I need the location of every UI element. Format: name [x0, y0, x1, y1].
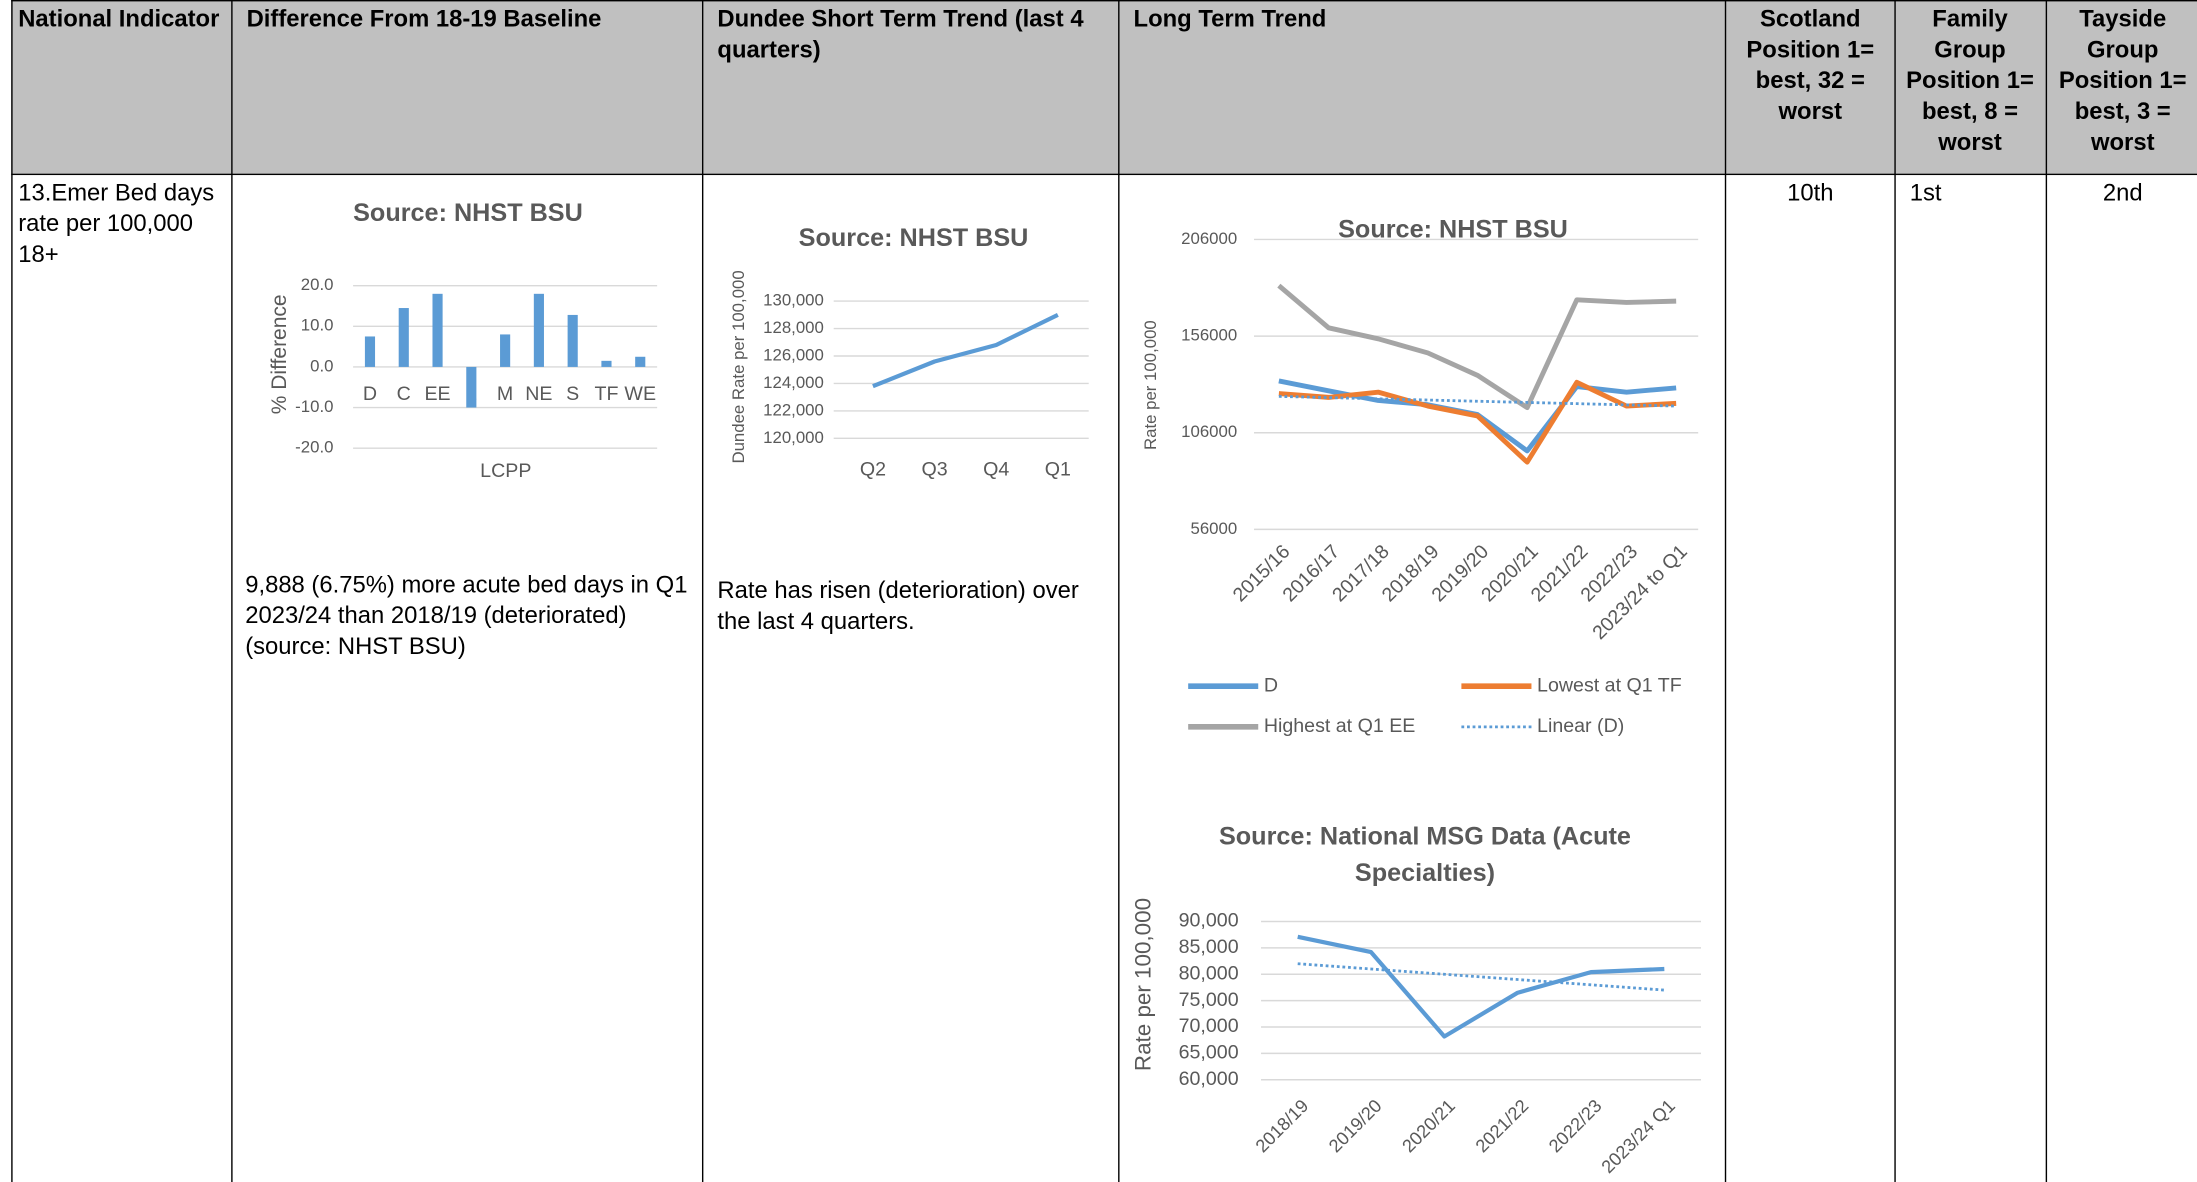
cell: 10th — [1787, 179, 1834, 206]
x-tick-label: Q4 — [983, 459, 1009, 481]
bar — [567, 314, 578, 367]
legend-label: D — [1264, 674, 1278, 696]
x-tick-label: 2018/19 — [1252, 1096, 1313, 1157]
header-cell: Tayside Group Position 1= best, 3 = wors… — [2058, 5, 2187, 156]
border — [1894, 0, 1896, 1182]
bar — [500, 334, 511, 367]
border — [1724, 0, 1727, 1182]
header-cell: Dundee Short Term Trend (last 4 quarters… — [717, 5, 1084, 64]
chart-title: Source: NHST BSU — [799, 224, 1029, 252]
x-tick-label: EE — [424, 383, 450, 405]
bar — [364, 336, 376, 367]
y-tick-label: 126,000 — [763, 345, 824, 364]
x-tick-label: Q1 — [1045, 459, 1071, 481]
x-tick-label: S — [566, 383, 579, 405]
y-tick-label: 206000 — [1181, 229, 1237, 248]
x-tick-label: C — [397, 383, 411, 405]
x-tick-label: M — [497, 383, 513, 405]
y-tick-label: 156000 — [1181, 326, 1237, 345]
x-tick-label: Q2 — [860, 459, 886, 481]
chart-title: Source: NHST BSU — [353, 199, 583, 227]
legend-label: Lowest at Q1 TF — [1537, 674, 1682, 696]
y-tick-label: 120,000 — [763, 428, 824, 447]
x-tick-label: Q3 — [921, 459, 947, 481]
bar — [601, 360, 612, 367]
data-line — [1277, 283, 1677, 411]
legend-label: Highest at Q1 EE — [1264, 715, 1416, 737]
x-tick-label: 2022/23 — [1545, 1096, 1606, 1157]
y-tick-label: 85,000 — [1179, 936, 1239, 958]
border — [11, 173, 2197, 176]
y-tick-label: 0.0 — [310, 356, 333, 375]
cell: 2nd — [2102, 179, 2143, 206]
y-tick-label: 60,000 — [1179, 1068, 1239, 1090]
y-tick-label: -10.0 — [295, 397, 333, 416]
x-tick-label: 2020/21 — [1398, 1096, 1459, 1157]
bar — [635, 356, 646, 367]
border — [11, 0, 2197, 2]
y-tick-label: 10.0 — [301, 316, 334, 335]
y-tick-label: 128,000 — [763, 318, 824, 337]
x-tick-label: TF — [594, 383, 618, 405]
y-tick-label: 65,000 — [1179, 1042, 1239, 1064]
y-tick-label: 56000 — [1190, 519, 1237, 538]
cell: 13.Emer Bed days rate per 100,000 18+ — [18, 179, 215, 268]
y-tick-label: 124,000 — [763, 373, 824, 392]
header-cell: Family Group Position 1= best, 8 = worst — [1906, 5, 2034, 156]
y-tick-label: 80,000 — [1179, 962, 1239, 984]
y-axis-label: Dundee Rate per 100,000 — [729, 270, 748, 463]
border — [11, 0, 13, 1182]
header-row — [11, 0, 2197, 174]
bar — [466, 366, 477, 408]
x-tick-label: 2023/24 Q1 — [1598, 1096, 1679, 1177]
x-tick-label: 2021/22 — [1472, 1096, 1533, 1157]
border — [1118, 0, 1120, 1182]
x-tick-label: 2019/20 — [1325, 1096, 1386, 1157]
header-cell: Scotland Position 1= best, 32 = worst — [1746, 5, 1875, 125]
y-axis-label: % Difference — [268, 294, 291, 414]
y-tick-label: 75,000 — [1179, 989, 1239, 1011]
border — [231, 0, 233, 1182]
bar — [398, 308, 409, 367]
x-tick-label: NE — [525, 383, 552, 405]
trend-line — [1297, 962, 1665, 992]
bar — [432, 293, 443, 367]
border — [2045, 0, 2048, 1182]
x-axis-label: LCPP — [480, 460, 531, 482]
bar — [533, 293, 544, 367]
y-tick-label: 130,000 — [763, 291, 824, 310]
y-tick-label: 90,000 — [1179, 910, 1239, 932]
data-line — [1278, 379, 1677, 465]
trend-line — [1278, 395, 1677, 408]
x-tick-label: D — [363, 383, 377, 405]
header-cell: National Indicator — [18, 5, 220, 33]
legend-label: Linear (D) — [1537, 715, 1624, 737]
cell: 9,888 (6.75%) more acute bed days in Q1 … — [245, 571, 688, 660]
border — [701, 0, 704, 1182]
x-tick-label: WE — [624, 383, 656, 405]
y-tick-label: 106000 — [1181, 422, 1237, 441]
cell: 1st — [1909, 179, 1942, 206]
y-axis-label: Rate per 100,000 — [1131, 898, 1156, 1071]
data-line — [1297, 934, 1665, 1039]
chart-title: Source: National MSG Data (Acute Special… — [1218, 822, 1631, 887]
y-tick-label: 70,000 — [1179, 1015, 1239, 1037]
header-cell: Difference From 18-19 Baseline — [246, 5, 602, 33]
y-tick-label: -20.0 — [295, 438, 333, 457]
cell: Rate has risen (deterioration) over the … — [717, 576, 1079, 635]
header-cell: Long Term Trend — [1133, 5, 1327, 33]
data-line — [872, 312, 1059, 389]
y-axis-label: Rate per 100,000 — [1141, 320, 1160, 450]
y-tick-label: 122,000 — [763, 400, 824, 419]
y-tick-label: 20.0 — [301, 275, 334, 294]
